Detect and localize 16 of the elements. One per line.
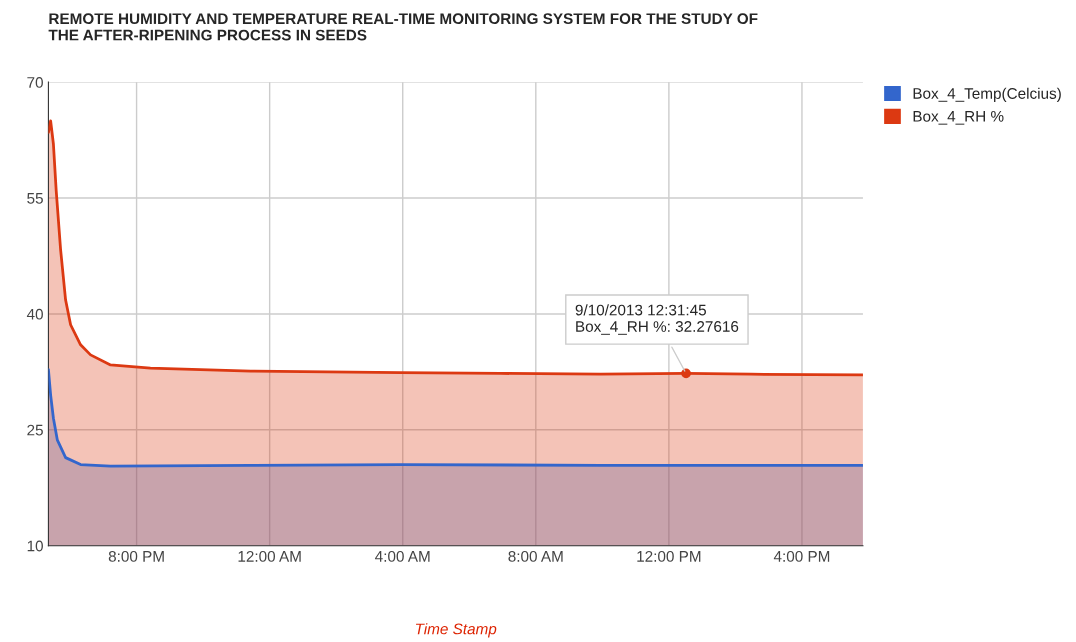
legend-label: Box_4_RH % xyxy=(913,111,1004,125)
y-tick-label: 10 xyxy=(27,540,43,552)
y-tick-label: 40 xyxy=(26,308,43,320)
y-tick-label: 55 xyxy=(27,193,43,204)
chart-title: REMOTE HUMIDITY AND TEMPERATURE REAL-TIME MONITORING SYSTEM FOR THE STUDY OF THE AFTER-RIPENING PROCESS IN SEEDS xyxy=(48,13,758,41)
legend-label: Box_4_Temp(Celcius) xyxy=(913,87,1061,102)
x-tick-label: 4:00 AM xyxy=(375,550,430,562)
y-tick-label: 70 xyxy=(27,77,43,88)
x-tick-label: 8:00 PM xyxy=(108,550,164,562)
y-tick-label: 25 xyxy=(27,424,43,436)
x-tick-label: 4:00 PM xyxy=(773,550,830,562)
annotation: 9/10/2013 12:31:45 Box_4_RH %: 32.27616 xyxy=(575,304,739,335)
x-axis-title: Time Stamp xyxy=(415,623,497,638)
x-tick-label: 8:00 AM xyxy=(508,550,563,562)
x-tick-label: 12:00 PM xyxy=(637,550,701,562)
x-tick-label: 12:00 AM xyxy=(238,550,301,562)
